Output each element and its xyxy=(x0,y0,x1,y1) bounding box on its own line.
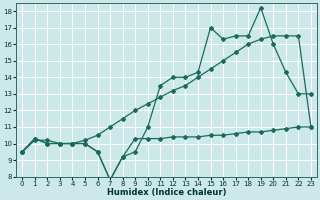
X-axis label: Humidex (Indice chaleur): Humidex (Indice chaleur) xyxy=(107,188,226,197)
